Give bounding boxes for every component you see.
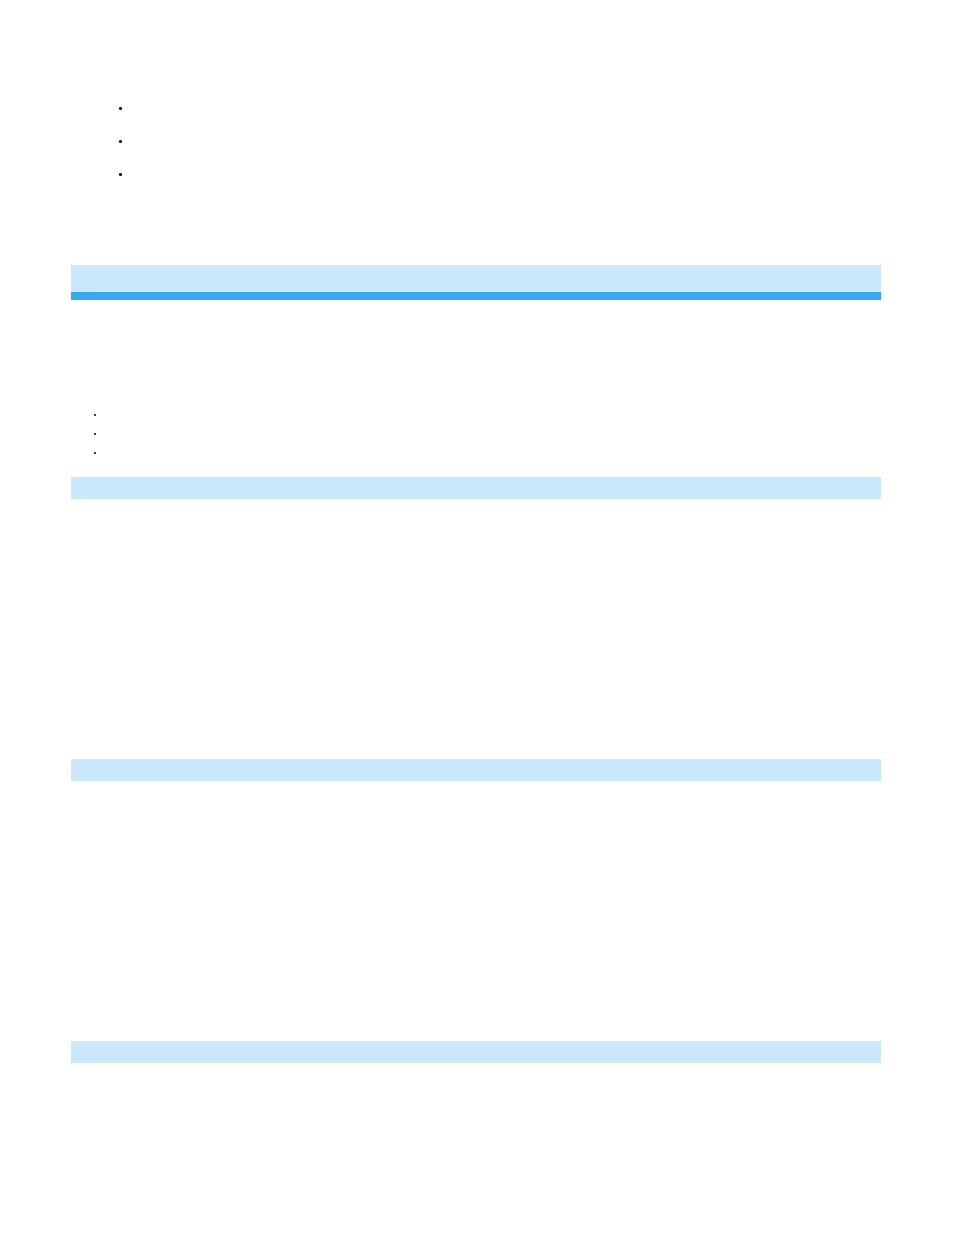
section-bar-1-accent (71, 292, 881, 300)
section-bar-1-light (71, 265, 881, 292)
section-bar-2 (71, 477, 881, 499)
page (0, 0, 954, 1235)
section-bar-3 (71, 759, 881, 781)
section-bar-4 (71, 1041, 881, 1063)
